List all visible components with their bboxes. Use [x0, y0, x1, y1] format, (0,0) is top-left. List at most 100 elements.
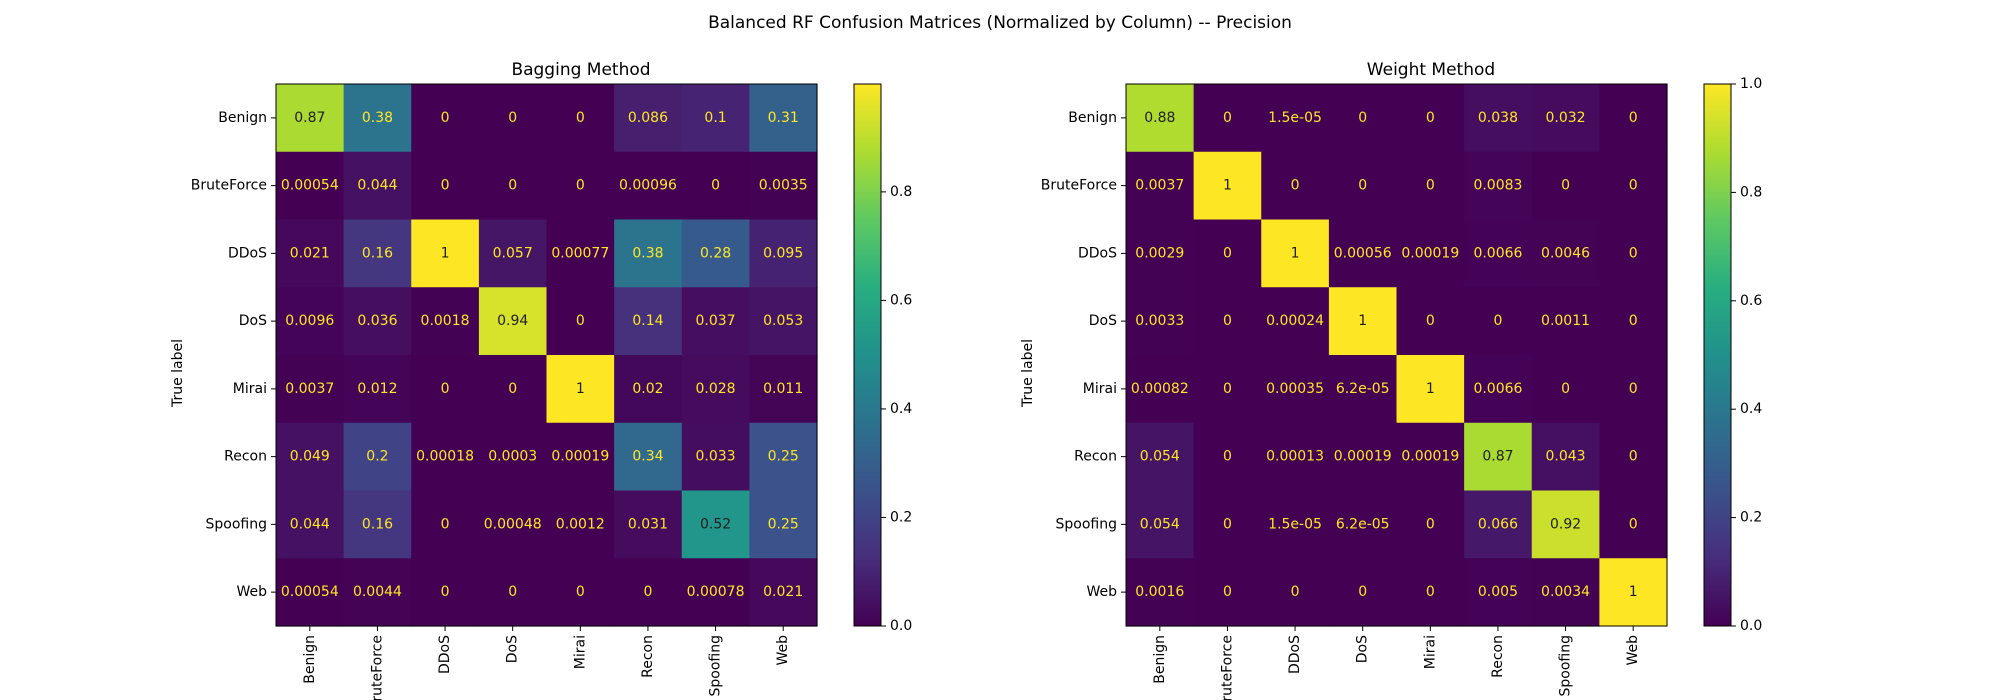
panel-title-bagging: Bagging Method [511, 60, 650, 80]
heatmap-cell [681, 422, 750, 492]
cell-value-label: 0.054 [1140, 449, 1180, 465]
colorbar-tick-label: 0.4 [890, 401, 912, 417]
y-tick-labels-bagging: Benign BruteForce DDoS DoS Mirai Recon Spoofin… [191, 110, 276, 600]
y-tick-label-mirai: Mirai [233, 381, 267, 397]
heatmap-cell [1193, 422, 1262, 492]
cell-value-label: 0 [1358, 178, 1367, 194]
heatmap-cell [1328, 219, 1398, 288]
cell-value-label: 0.87 [1482, 449, 1513, 465]
heatmap-cell [1261, 355, 1330, 424]
cell-value-label: 0.0096 [285, 313, 334, 329]
heatmap-cell [1193, 287, 1262, 356]
heatmap-cell [276, 355, 345, 424]
heatmap-cell [749, 84, 818, 153]
cell-value-label: 0.036 [357, 313, 397, 329]
cell-value-label: 0 [1291, 584, 1300, 600]
x-tick-label-recon: Recon [1490, 635, 1506, 678]
heatmap-cell [1531, 84, 1600, 153]
y-tick-label-dos: DoS [239, 313, 267, 329]
heatmap-cell [681, 287, 750, 356]
cell-value-label: 0.021 [763, 584, 803, 600]
colorbar-tick-label: 0.2 [890, 509, 912, 525]
cell-value-label: 0 [441, 516, 450, 532]
heatmap-cell [1531, 355, 1600, 424]
cell-value-label: 0 [576, 178, 585, 194]
cell-value-label: 0.053 [763, 313, 803, 329]
cell-value-label: 0.0033 [1135, 313, 1184, 329]
heatmap-cell [1464, 219, 1533, 288]
heatmap-cell [276, 219, 345, 288]
colorbar-gradient-weight [1703, 83, 1732, 627]
heatmap-cell [614, 151, 683, 221]
cell-value-label: 0.021 [290, 245, 330, 261]
colorbar-tick-label: 0.4 [1740, 401, 1762, 417]
heatmap-cell [1599, 151, 1668, 221]
y-tick-label-spoofing: Spoofing [206, 516, 267, 532]
x-tick-label-benign: Benign [302, 635, 318, 684]
colorbar-tick-label: 0.8 [890, 184, 912, 200]
heatmap-cell [1599, 558, 1668, 627]
heatmap-cell [1126, 84, 1195, 153]
heatmap-cell [1464, 355, 1533, 424]
colorbar-bagging: 0.0 0.2 0.4 0.6 0.8 [853, 83, 912, 634]
heatmap-cell [1531, 219, 1600, 288]
cell-value-label: 0 [1561, 381, 1570, 397]
heatmap-cell [1261, 422, 1330, 492]
heatmap-cell [1464, 151, 1533, 221]
heatmap-cell [1328, 558, 1398, 627]
cell-value-label: 0.87 [294, 110, 325, 126]
cell-value-label: 0.1 [704, 110, 726, 126]
cell-value-label: 0.043 [1546, 449, 1586, 465]
heatmap-cell [749, 490, 818, 559]
cell-value-label: 6.2e-05 [1336, 381, 1390, 397]
cell-value-label: 0 [1223, 584, 1232, 600]
cell-value-label: 0 [1629, 178, 1638, 194]
cell-value-label: 1 [1358, 313, 1367, 329]
heatmap-cell [343, 287, 412, 356]
heatmap-frame-bagging [275, 83, 818, 627]
heatmap-cell [1531, 151, 1600, 221]
heatmap-cell [1328, 490, 1398, 559]
cell-value-label: 0.00019 [1401, 245, 1459, 261]
cell-value-label: 1 [1291, 245, 1300, 261]
y-tick-label-ddos: DDoS [1078, 245, 1117, 261]
panel-title-weight: Weight Method [1367, 60, 1495, 80]
heatmap-cell [614, 84, 683, 153]
y-tick-label-dos: DoS [1089, 313, 1117, 329]
heatmap-cell [1328, 355, 1398, 424]
heatmap-cell [1328, 84, 1398, 153]
heatmap-cell [478, 355, 548, 424]
x-tick-label-dos: DoS [505, 635, 521, 663]
heatmap-cell [1464, 490, 1533, 559]
heatmap-cell [1396, 84, 1465, 153]
cell-value-label: 0.94 [497, 313, 528, 329]
colorbar-tick-label: 0.6 [890, 292, 912, 308]
cell-value-label: 0.0044 [353, 584, 402, 600]
cell-value-label: 0 [1426, 110, 1435, 126]
heatmap-cell [478, 84, 548, 153]
heatmap-cell [1599, 490, 1668, 559]
cell-value-label: 0.00054 [281, 178, 339, 194]
heatmap-cell [411, 355, 480, 424]
x-tick-label-dos: DoS [1355, 635, 1371, 663]
cell-value-label: 0 [508, 584, 517, 600]
cell-value-label: 0.066 [1478, 516, 1518, 532]
x-tick-label-mirai: Mirai [1422, 635, 1438, 669]
heatmap-cell [546, 84, 615, 153]
x-tick-label-spoofing: Spoofing [708, 635, 724, 696]
cell-labels-bagging: 0.87 0.38 0 0 0 0.086 0.1 0.31 0.00054 0.044 0 0 0 0.… [281, 110, 808, 600]
heatmap-cell [1261, 151, 1330, 221]
cell-value-label: 0.00019 [1334, 449, 1392, 465]
heatmap-cell [1261, 287, 1330, 356]
cell-value-label: 0.037 [696, 313, 736, 329]
heatmap-cells-bagging [276, 84, 818, 627]
cell-value-label: 0 [1223, 381, 1232, 397]
heatmap-cell [546, 287, 615, 356]
x-tick-label-recon: Recon [640, 635, 656, 678]
cell-value-label: 0.0034 [1541, 584, 1590, 600]
cell-value-label: 0.02 [632, 381, 663, 397]
heatmap-cell [343, 558, 412, 627]
heatmap-cell [546, 490, 615, 559]
heatmap-cell [1193, 151, 1262, 221]
cell-value-label: 0.033 [696, 449, 736, 465]
